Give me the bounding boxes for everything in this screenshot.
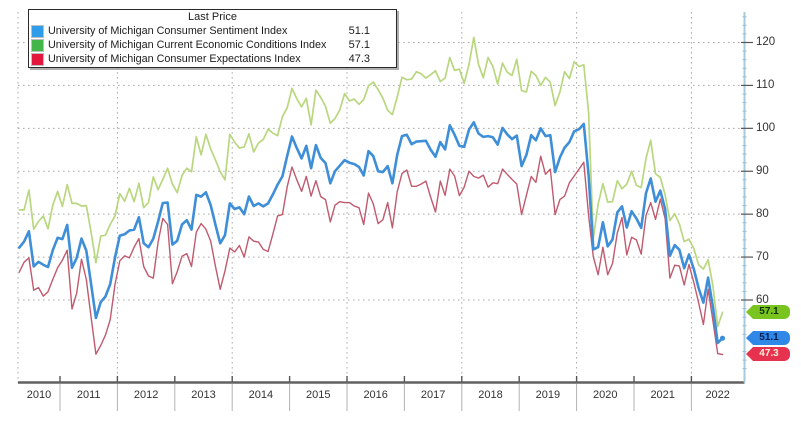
- x-axis-label: 2015: [306, 389, 331, 401]
- blue-swatch-icon: [31, 24, 44, 38]
- last-point-marker: [719, 335, 726, 341]
- y-axis-label: 90: [756, 165, 769, 177]
- legend-item-current-conditions[interactable]: University of Michigan Current Economic …: [29, 38, 396, 52]
- last-price-badge-sentiment: 51.1: [746, 331, 790, 345]
- last-price-badge-expectations: 47.3: [746, 347, 790, 361]
- y-axis-label: 60: [756, 293, 769, 306]
- legend-value: 47.3: [348, 53, 370, 65]
- legend-value: 51.1: [348, 25, 370, 37]
- x-axis-label: 2016: [363, 389, 388, 401]
- legend-box: Last Price University of Michigan Consum…: [28, 9, 397, 68]
- legend-item-expectations[interactable]: University of Michigan Consumer Expectat…: [29, 52, 396, 66]
- x-axis-label: 2011: [76, 389, 101, 401]
- x-axis-label: 2019: [535, 389, 561, 401]
- y-axis-label: 70: [756, 251, 769, 263]
- series-line-1: [18, 36, 724, 328]
- legend-value: 57.1: [348, 39, 370, 51]
- x-axis-label: 2021: [650, 389, 675, 401]
- y-axis-label: 100: [756, 122, 776, 134]
- legend-item-sentiment[interactable]: University of Michigan Consumer Sentimen…: [29, 24, 396, 38]
- x-axis-label: 2014: [248, 389, 274, 401]
- x-axis-label: 2020: [593, 389, 618, 401]
- y-axis-label: 120: [756, 36, 776, 48]
- last-price-badge-conditions: 57.1: [746, 305, 790, 319]
- x-axis-label: 2017: [420, 389, 446, 401]
- legend-label: University of Michigan Consumer Expectat…: [48, 53, 301, 65]
- x-axis-label: 2012: [133, 389, 159, 401]
- legend-label: University of Michigan Consumer Sentimen…: [48, 25, 288, 37]
- green-swatch-icon: [31, 38, 44, 52]
- legend-title: Last Price: [188, 11, 237, 23]
- y-axis-label: 80: [756, 208, 769, 220]
- x-axis-label: 2022: [705, 389, 730, 401]
- legend-label: University of Michigan Current Economic …: [48, 39, 327, 51]
- red-swatch-icon: [31, 52, 44, 66]
- series-line-0: [17, 121, 724, 345]
- series-line-2: [18, 155, 724, 356]
- x-axis-label: 2010: [26, 389, 52, 401]
- x-axis-label: 2013: [191, 389, 216, 401]
- y-axis-label: 110: [756, 79, 775, 91]
- x-axis-label: 2018: [478, 389, 503, 401]
